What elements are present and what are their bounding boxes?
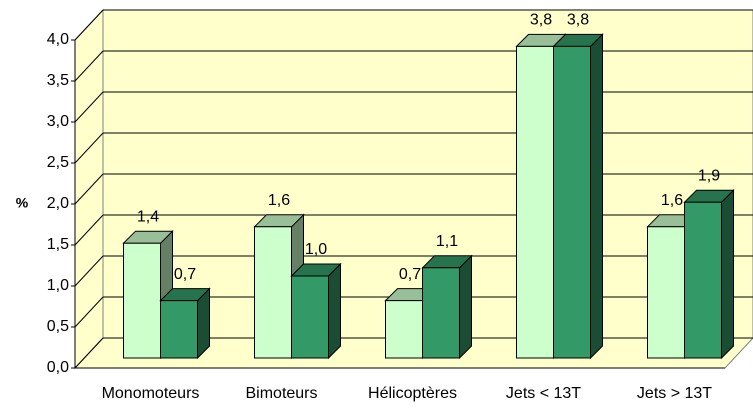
grid-line — [74, 50, 104, 82]
bar-front — [160, 300, 198, 359]
y-tick-label: 0,0 — [47, 359, 69, 376]
value-label: 1,6 — [268, 192, 290, 209]
value-label: 1,4 — [137, 208, 159, 225]
x-tick-label: Monomoteurs — [102, 385, 200, 402]
y-axis-label: % — [16, 195, 29, 211]
grid-line — [74, 132, 104, 164]
bar-front — [385, 300, 423, 359]
bar — [159, 287, 211, 360]
bar-front — [647, 226, 685, 359]
value-label: 0,7 — [174, 266, 196, 283]
grid-line — [74, 91, 104, 123]
grid-line — [74, 255, 104, 287]
bar — [290, 262, 342, 360]
x-tick-label: Jets < 13T — [506, 385, 581, 402]
y-tick-label: 3,0 — [47, 113, 69, 130]
value-label: 1,6 — [661, 192, 683, 209]
value-label: 3,8 — [567, 12, 589, 29]
bar-front — [123, 242, 161, 359]
grid-line — [74, 173, 104, 205]
y-tick-label: 0,5 — [47, 318, 69, 335]
value-label: 1,1 — [436, 233, 458, 250]
grid-line — [74, 337, 104, 369]
value-label: 3,8 — [530, 12, 552, 29]
bar-side — [590, 33, 603, 360]
grid-line — [74, 9, 104, 41]
value-label: 0,7 — [399, 266, 421, 283]
bar-front — [291, 275, 329, 359]
y-tick-label: 1,0 — [47, 277, 69, 294]
bar-front — [553, 45, 591, 359]
grid-line — [74, 214, 104, 246]
bar-front — [254, 226, 292, 359]
x-tick-label: Jets > 13T — [637, 385, 712, 402]
bar-side — [721, 188, 734, 360]
bar — [683, 188, 735, 360]
bar — [552, 33, 604, 360]
bar-front — [422, 267, 460, 359]
value-label: 1,0 — [305, 241, 327, 258]
x-tick-label: Bimoteurs — [245, 385, 317, 402]
grid-line — [74, 296, 104, 328]
y-tick-label: 4,0 — [47, 31, 69, 48]
bar-front — [516, 45, 554, 359]
y-tick-label: 1,5 — [47, 236, 69, 253]
bar-front — [684, 201, 722, 359]
y-tick-label: 2,5 — [47, 154, 69, 171]
bar-side — [328, 262, 341, 360]
x-tick-label: Hélicoptères — [368, 385, 457, 402]
value-label: 1,9 — [698, 167, 720, 184]
bar-side — [459, 254, 472, 360]
y-tick-label: 2,0 — [47, 195, 69, 212]
y-tick-label: 3,5 — [47, 72, 69, 89]
bar — [421, 254, 473, 360]
